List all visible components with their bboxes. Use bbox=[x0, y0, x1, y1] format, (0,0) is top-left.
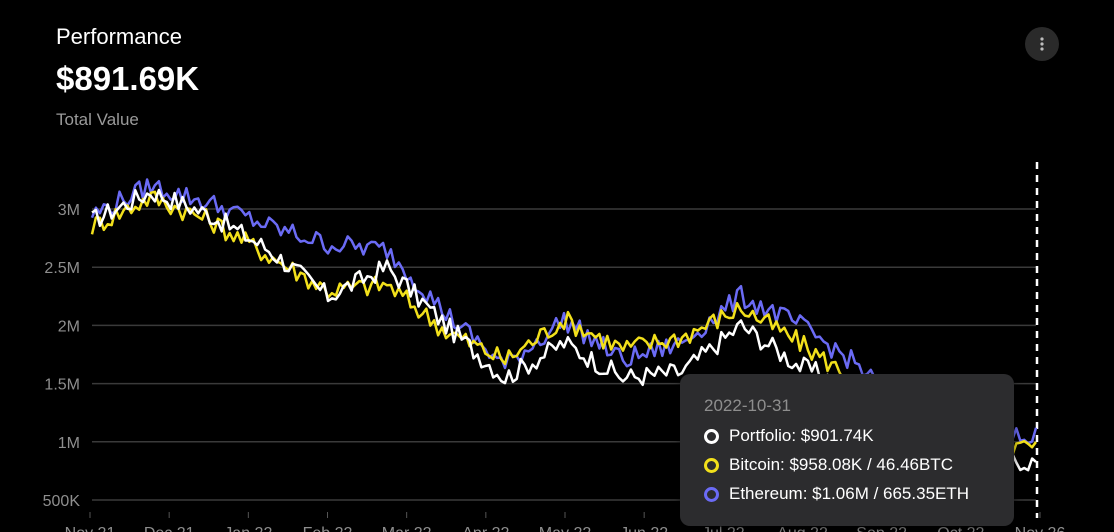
total-value: $891.69K bbox=[56, 60, 200, 97]
tooltip-portfolio-label: Portfolio: $901.74K bbox=[729, 426, 874, 445]
tooltip-bitcoin-label: Bitcoin: $958.08K / 46.46BTC bbox=[729, 455, 953, 474]
x-tick-label: Mar 22 bbox=[382, 525, 432, 532]
tooltip-row-bitcoin: Bitcoin: $958.08K / 46.46BTC bbox=[704, 455, 953, 475]
portfolio-dot-icon bbox=[704, 428, 719, 444]
x-tick-label: Oct 22 bbox=[937, 525, 984, 532]
y-tick-label: 2M bbox=[58, 318, 80, 335]
y-tick-label: 3M bbox=[58, 202, 80, 219]
x-tick-label: Jun 22 bbox=[620, 525, 668, 532]
chart-tooltip: 2022-10-31 Portfolio: $901.74K Bitcoin: … bbox=[680, 374, 1014, 526]
tooltip-row-portfolio: Portfolio: $901.74K bbox=[704, 426, 874, 446]
y-tick-label: 1M bbox=[58, 435, 80, 452]
x-tick-label: Jan 22 bbox=[224, 525, 272, 532]
y-tick-label: 1.5M bbox=[44, 377, 80, 394]
bitcoin-dot-icon bbox=[704, 457, 719, 473]
y-tick-label: 2.5M bbox=[44, 260, 80, 277]
tooltip-date: 2022-10-31 bbox=[704, 396, 791, 415]
total-value-label: Total Value bbox=[56, 110, 139, 129]
x-tick-label: Nov 21 bbox=[65, 525, 116, 532]
x-tick-label: Feb 22 bbox=[303, 525, 353, 532]
x-tick-label: Sep 22 bbox=[856, 525, 907, 532]
tooltip-row-ethereum: Ethereum: $1.06M / 665.35ETH bbox=[704, 484, 969, 504]
x-tick-label: Nov 26 bbox=[1015, 525, 1066, 532]
y-tick-label: 500K bbox=[43, 493, 81, 510]
x-tick-label: May 22 bbox=[539, 525, 592, 532]
card-title: Performance bbox=[56, 24, 182, 49]
x-tick-label: Jul 22 bbox=[702, 525, 745, 532]
x-tick-label: Dec 21 bbox=[144, 525, 195, 532]
x-tick-label: Apr 22 bbox=[462, 525, 509, 532]
more-options-button[interactable] bbox=[1025, 27, 1059, 61]
tooltip-ethereum-label: Ethereum: $1.06M / 665.35ETH bbox=[729, 484, 970, 503]
more-vertical-icon bbox=[1040, 37, 1044, 51]
ethereum-dot-icon bbox=[704, 486, 719, 502]
x-tick-label: Aug 22 bbox=[777, 525, 828, 532]
